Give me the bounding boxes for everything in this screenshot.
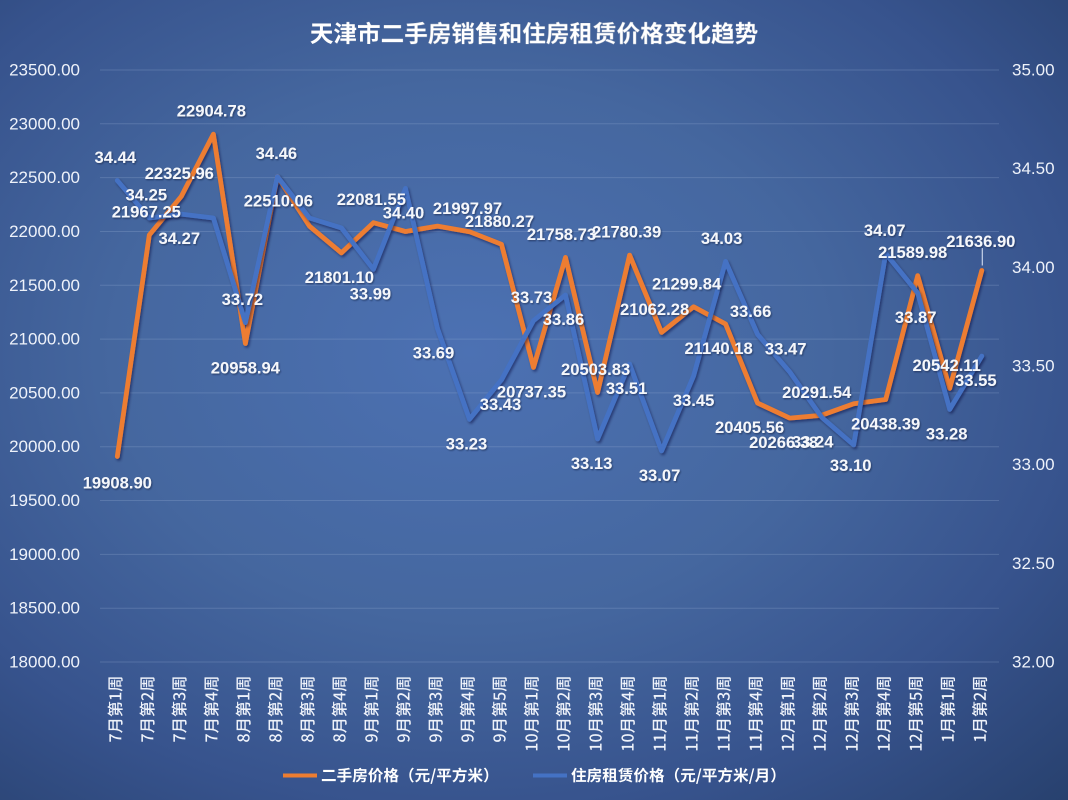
svg-text:21636.90: 21636.90 [946,232,1015,251]
svg-text:19500.00: 19500.00 [9,491,80,510]
svg-text:22510.06: 22510.06 [244,192,313,211]
svg-text:33.50: 33.50 [1012,357,1055,376]
svg-text:21758.73: 21758.73 [527,225,596,244]
svg-text:22325.96: 22325.96 [145,164,214,183]
svg-text:33.55: 33.55 [955,371,997,390]
svg-text:32.00: 32.00 [1012,653,1055,672]
svg-text:34.03: 34.03 [701,229,743,248]
svg-text:33.28: 33.28 [926,424,968,443]
svg-text:21967.25: 21967.25 [112,203,181,222]
svg-text:19908.90: 19908.90 [83,474,152,493]
svg-text:34.50: 34.50 [1012,159,1055,178]
svg-text:33.13: 33.13 [571,454,613,473]
svg-text:34.00: 34.00 [1012,258,1055,277]
svg-text:33.23: 33.23 [446,434,488,453]
svg-text:33.00: 33.00 [1012,455,1055,474]
svg-text:18500.00: 18500.00 [9,599,80,618]
svg-text:33.73: 33.73 [511,288,553,307]
svg-text:34.40: 34.40 [383,203,425,222]
svg-text:20503.83: 20503.83 [561,360,630,379]
svg-text:34.25: 34.25 [126,186,168,205]
svg-text:21500.00: 21500.00 [9,276,80,295]
svg-text:21801.10: 21801.10 [305,268,374,287]
svg-text:21299.84: 21299.84 [652,274,722,293]
svg-text:33.86: 33.86 [543,310,585,329]
svg-text:20500.00: 20500.00 [9,383,80,402]
svg-text:32.50: 32.50 [1012,554,1055,573]
svg-text:21880.27: 21880.27 [465,212,534,231]
svg-text:21997.97: 21997.97 [433,199,502,218]
svg-text:20405.56: 20405.56 [715,418,784,437]
svg-text:21780.39: 21780.39 [592,223,661,242]
svg-text:18000.00: 18000.00 [9,653,80,672]
svg-text:22081.55: 22081.55 [337,190,406,209]
svg-text:34.27: 34.27 [159,229,201,248]
svg-text:33.24: 33.24 [792,432,834,451]
svg-text:33.66: 33.66 [730,302,772,321]
svg-text:33.43: 33.43 [480,395,522,414]
svg-text:33.99: 33.99 [350,284,392,303]
svg-text:21000.00: 21000.00 [9,330,80,349]
svg-text:22904.78: 22904.78 [177,102,246,121]
svg-text:20438.39: 20438.39 [851,415,920,434]
svg-text:20542.11: 20542.11 [913,356,981,375]
svg-text:33.10: 33.10 [830,456,872,475]
svg-text:34.44: 34.44 [95,148,137,167]
svg-text:35.00: 35.00 [1012,61,1055,80]
svg-text:33.45: 33.45 [673,391,715,410]
svg-text:20291.54: 20291.54 [782,383,852,402]
svg-text:34.46: 34.46 [256,144,298,163]
svg-text:33.69: 33.69 [413,344,455,363]
svg-text:22500.00: 22500.00 [9,168,80,187]
svg-text:20000.00: 20000.00 [9,437,80,456]
svg-text:33.07: 33.07 [639,466,681,485]
svg-text:33.47: 33.47 [765,339,807,358]
svg-text:20958.94: 20958.94 [211,359,281,378]
svg-text:33.51: 33.51 [606,379,648,398]
svg-text:19000.00: 19000.00 [9,545,80,564]
svg-text:34.07: 34.07 [864,221,906,240]
svg-text:20266.38: 20266.38 [749,433,818,452]
svg-text:21062.28: 21062.28 [620,300,689,319]
svg-text:22000.00: 22000.00 [9,222,80,241]
svg-text:33.72: 33.72 [222,290,264,309]
svg-text:23000.00: 23000.00 [9,114,80,133]
svg-text:23500.00: 23500.00 [9,61,80,80]
svg-text:20737.35: 20737.35 [497,382,566,401]
svg-text:21140.18: 21140.18 [684,339,752,358]
svg-text:33.87: 33.87 [895,308,937,327]
svg-text:21589.98: 21589.98 [878,243,947,262]
